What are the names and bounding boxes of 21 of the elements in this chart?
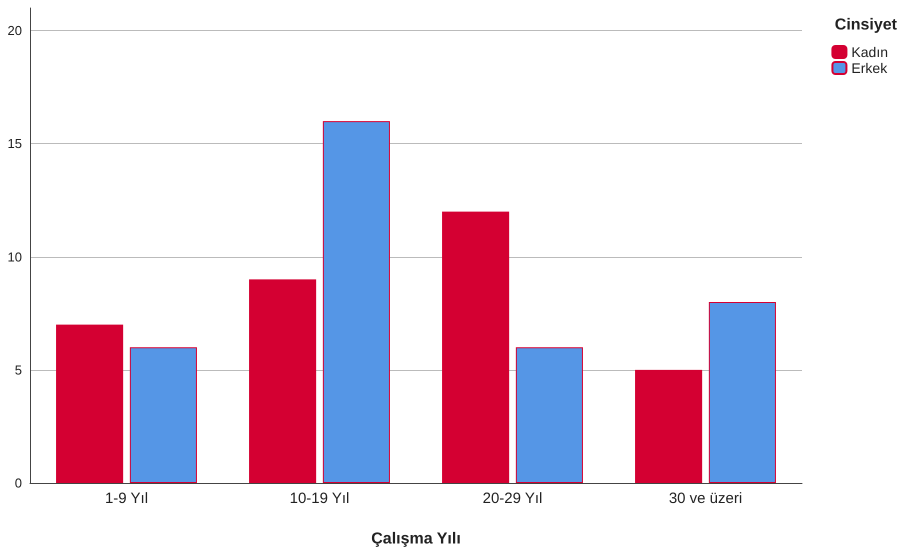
y-tick-label: 15 [8, 136, 22, 152]
legend-label: Erkek [851, 60, 888, 76]
bar [442, 212, 510, 483]
x-axis-title: Çalışma Yılı [371, 530, 461, 548]
x-tick-label: 30 ve üzeri [668, 490, 742, 507]
legend-title: Cinsiyet [834, 16, 898, 34]
bar [708, 302, 776, 483]
x-tick-label: 10-19 Yıl [290, 490, 350, 507]
bar [322, 121, 390, 483]
bar [635, 370, 702, 483]
y-tick-label: 5 [14, 362, 22, 378]
y-tick-label: 20 [8, 23, 22, 38]
y-tick-label: 10 [8, 249, 22, 264]
bar [130, 347, 197, 483]
y-tick-label: 0 [14, 476, 22, 490]
bar [56, 324, 124, 483]
bar [516, 347, 583, 483]
x-tick-label: 20-29 Yıl [482, 490, 542, 507]
legend-label: Kadın [851, 44, 888, 60]
x-tick-label: 1-9 Yıl [104, 490, 148, 507]
bar [249, 279, 316, 483]
